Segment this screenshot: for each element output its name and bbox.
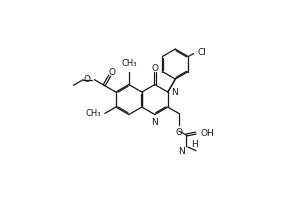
Text: O: O [151,64,158,73]
Text: N: N [178,147,185,156]
Text: CH₃: CH₃ [121,59,137,68]
Text: O: O [175,128,182,137]
Text: H: H [191,140,198,148]
Text: OH: OH [200,129,214,138]
Text: CH₃: CH₃ [85,109,101,118]
Text: O: O [108,68,115,77]
Text: N: N [151,118,158,127]
Text: O: O [84,75,91,84]
Text: N: N [172,87,178,97]
Text: Cl: Cl [198,48,207,57]
